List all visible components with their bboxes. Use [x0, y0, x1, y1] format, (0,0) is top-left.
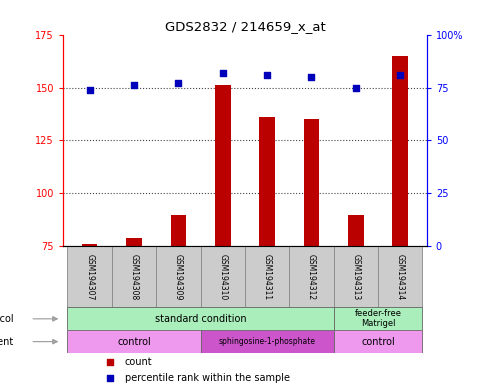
Bar	[392, 56, 407, 247]
FancyBboxPatch shape	[156, 247, 200, 308]
FancyBboxPatch shape	[288, 247, 333, 308]
Point	[307, 74, 315, 80]
FancyBboxPatch shape	[112, 247, 156, 308]
FancyBboxPatch shape	[200, 330, 333, 353]
Point	[174, 80, 182, 86]
Text: GSM194310: GSM194310	[218, 254, 227, 300]
Bar	[214, 85, 230, 247]
FancyBboxPatch shape	[333, 330, 422, 353]
Point	[106, 359, 114, 365]
Text: count: count	[125, 357, 152, 367]
FancyBboxPatch shape	[67, 330, 200, 353]
Point	[351, 84, 359, 91]
Point	[86, 86, 93, 93]
FancyBboxPatch shape	[244, 247, 288, 308]
FancyBboxPatch shape	[67, 308, 333, 330]
Title: GDS2832 / 214659_x_at: GDS2832 / 214659_x_at	[164, 20, 325, 33]
FancyBboxPatch shape	[333, 308, 422, 330]
Text: control: control	[361, 337, 394, 347]
Text: standard condition: standard condition	[154, 314, 246, 324]
Text: GSM194309: GSM194309	[174, 254, 182, 300]
Point	[130, 82, 137, 88]
Text: GSM194313: GSM194313	[350, 254, 360, 300]
Text: control: control	[117, 337, 151, 347]
Bar	[82, 244, 97, 247]
Bar	[126, 238, 141, 247]
Text: GSM194311: GSM194311	[262, 254, 271, 300]
Bar	[170, 215, 186, 247]
Point	[263, 72, 271, 78]
Point	[218, 70, 226, 76]
Text: percentile rank within the sample: percentile rank within the sample	[125, 373, 289, 384]
Bar	[303, 119, 318, 247]
FancyBboxPatch shape	[377, 247, 422, 308]
Point	[395, 72, 403, 78]
Text: growth protocol: growth protocol	[0, 314, 14, 324]
Text: GSM194308: GSM194308	[129, 254, 138, 300]
FancyBboxPatch shape	[333, 247, 377, 308]
Text: agent: agent	[0, 337, 14, 347]
FancyBboxPatch shape	[67, 247, 112, 308]
Point	[106, 375, 114, 381]
FancyBboxPatch shape	[200, 247, 244, 308]
Text: GSM194307: GSM194307	[85, 254, 94, 300]
Bar	[259, 117, 274, 247]
Bar	[348, 215, 363, 247]
Text: GSM194312: GSM194312	[306, 254, 315, 300]
Text: feeder-free
Matrigel: feeder-free Matrigel	[354, 309, 401, 328]
Text: GSM194314: GSM194314	[395, 254, 404, 300]
Text: sphingosine-1-phosphate: sphingosine-1-phosphate	[218, 337, 315, 346]
